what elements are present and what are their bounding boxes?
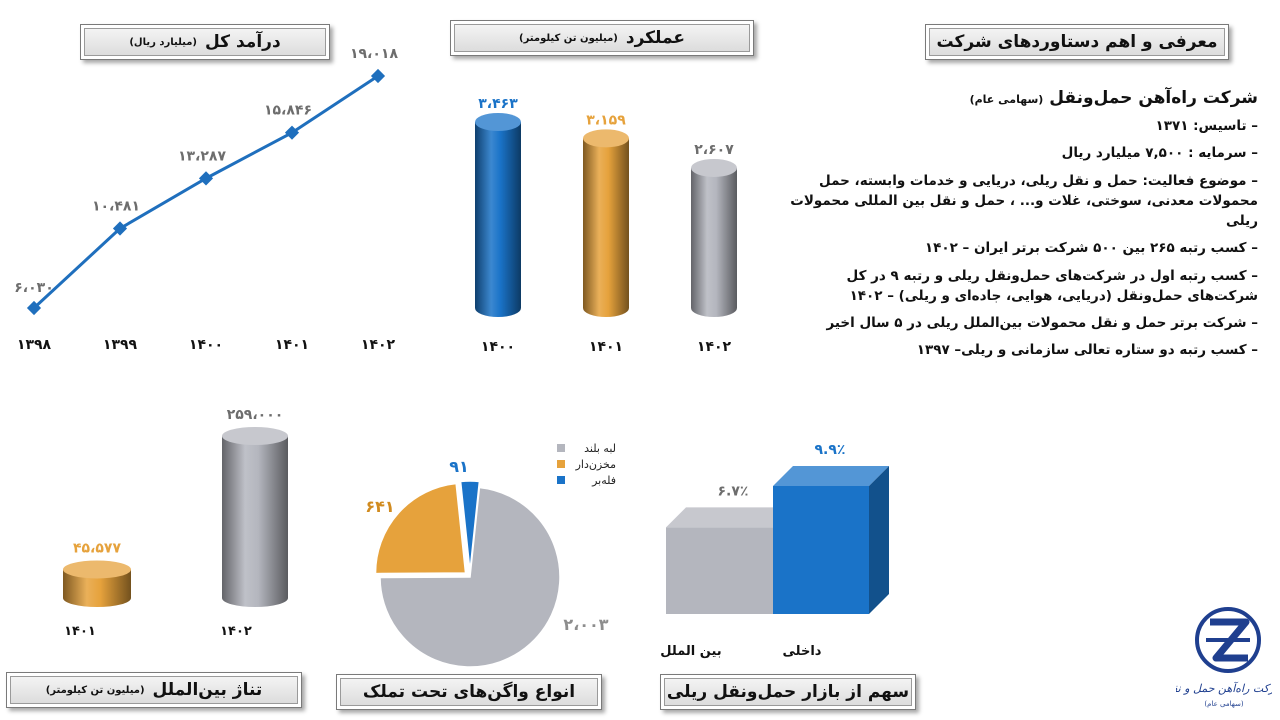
share-data-label: ۶.۷٪ — [718, 483, 749, 499]
wagons-slice — [459, 480, 481, 572]
achievements-list: – تاسیس: ۱۳۷۱ – سرمایه : ۷,۵۰۰ میلیارد ر… — [780, 116, 1258, 361]
wagons-title: انواع واگن‌های تحت تملک — [362, 682, 576, 702]
revenue-line — [32, 74, 379, 310]
revenue-title: درآمد کل — [205, 32, 281, 52]
info-founded: – تاسیس: ۱۳۷۱ — [1155, 118, 1258, 134]
info-rank-transport: – کسب رتبه اول در شرکت‌های حمل‌ونقل ریلی… — [846, 267, 1258, 304]
share-title: سهم از بازار حمل‌ونقل ریلی — [666, 682, 910, 702]
legend-swatch — [557, 444, 565, 452]
performance-data-label: ۳،۴۶۳ — [478, 96, 518, 112]
revenue-x-label: ۱۴۰۱ — [275, 337, 309, 353]
intro-header: معرفی و اهم دستاوردهای شرکت — [925, 24, 1229, 60]
revenue-data-label: ۱۹،۰۱۸ — [350, 46, 398, 62]
revenue-data-label: ۱۰،۴۸۱ — [92, 198, 140, 214]
performance-x-label: ۱۴۰۱ — [589, 339, 623, 355]
revenue-x-label: ۱۴۰۰ — [189, 337, 223, 353]
wagons-slice — [379, 486, 561, 668]
revenue-data-label: ۱۳،۲۸۷ — [178, 148, 226, 164]
intl-x-label: ۱۴۰۱ — [64, 624, 96, 639]
revenue-unit: (میلیارد ریال) — [129, 36, 197, 48]
intl-data-label: ۲۵۹،۰۰۰ — [227, 407, 284, 423]
intl-bar — [63, 560, 131, 607]
intl-x-label: ۱۴۰۲ — [220, 624, 252, 639]
share-x-label: بین الملل — [660, 644, 721, 659]
revenue-point — [26, 300, 42, 316]
intl-unit: (میلیون تن کیلومتر) — [45, 684, 145, 696]
revenue-data-label: ۱۵،۸۴۶ — [264, 103, 312, 119]
company-info: شرکت راه‌آهن حمل‌ونقل (سهامی عام) – تاسی… — [780, 88, 1258, 368]
intl-header: تناژ بین‌الملل (میلیون تن کیلومتر) — [6, 672, 302, 708]
revenue-data-label: ۶،۰۳۰ — [14, 280, 54, 296]
company-legal-type: (سهامی عام) — [969, 93, 1044, 106]
share-header: سهم از بازار حمل‌ونقل ریلی — [660, 674, 916, 710]
performance-bar — [475, 113, 521, 317]
wagons-label-high-side: ۲،۰۰۳ — [563, 615, 608, 634]
revenue-x-label: ۱۳۹۸ — [17, 337, 52, 353]
revenue-point — [370, 68, 386, 84]
performance-unit: (میلیون تن کیلومتر) — [519, 32, 618, 44]
intro-title: معرفی و اهم دستاوردهای شرکت — [936, 32, 1218, 52]
wagons-label-tank: ۶۴۱ — [365, 497, 394, 516]
legend-swatch — [557, 476, 565, 484]
revenue-x-label: ۱۳۹۹ — [103, 337, 138, 353]
performance-data-label: ۲،۶۰۷ — [694, 142, 734, 158]
info-top-intl: – شرکت برتر حمل و نقل محمولات بین‌الملل … — [826, 315, 1258, 331]
intl-bar — [222, 427, 288, 607]
share-x-label: داخلی — [783, 644, 822, 659]
performance-x-label: ۱۴۰۲ — [697, 339, 732, 355]
performance-bar — [691, 158, 737, 317]
revenue-header: درآمد کل (میلیارد ریال) — [80, 24, 330, 60]
performance-title: عملکرد — [625, 28, 685, 48]
legend-label: فله‌بر — [591, 474, 616, 487]
performance-bar — [583, 129, 629, 317]
logo-subtext: (سهامی عام) — [1204, 700, 1243, 708]
wagons-header: انواع واگن‌های تحت تملک — [336, 674, 602, 710]
revenue-x-label: ۱۴۰۲ — [361, 337, 396, 353]
revenue-point — [198, 171, 214, 186]
legend-swatch — [557, 460, 565, 468]
legend-label: لبه بلند — [584, 442, 616, 455]
legend-label: مخزن‌دار — [575, 458, 617, 471]
info-capital: – سرمایه : ۷,۵۰۰ میلیارد ریال — [1061, 145, 1258, 162]
company-name: شرکت راه‌آهن حمل‌ونقل — [1049, 88, 1258, 108]
intl-data-label: ۴۵،۵۷۷ — [73, 540, 121, 556]
share-bar — [773, 466, 889, 614]
info-activity: – موضوع فعالیت: حمل و نقل ریلی، دریایی و… — [790, 172, 1258, 230]
wagons-label-bulk: ۹۱ — [449, 457, 469, 476]
company-logo: شرکت راه‌آهن حمل و نقل (سهامی عام) — [1176, 607, 1272, 708]
share-data-label: ۹.۹٪ — [815, 442, 846, 458]
intl-title: تناژ بین‌الملل — [152, 680, 263, 700]
info-rank-500: – کسب رتبه ۲۶۵ بین ۵۰۰ شرکت برتر ایران –… — [924, 240, 1258, 257]
logo-text: شرکت راه‌آهن حمل و نقل — [1176, 681, 1272, 695]
company-name-line: شرکت راه‌آهن حمل‌ونقل (سهامی عام) — [780, 88, 1258, 108]
wagons-slice — [374, 482, 467, 575]
info-excellence: – کسب رتبه دو ستاره تعالی سازمانی و ریلی… — [916, 342, 1258, 359]
performance-x-label: ۱۴۰۰ — [481, 339, 515, 355]
performance-header: عملکرد (میلیون تن کیلومتر) — [450, 20, 754, 56]
performance-data-label: ۳،۱۵۹ — [586, 112, 626, 128]
